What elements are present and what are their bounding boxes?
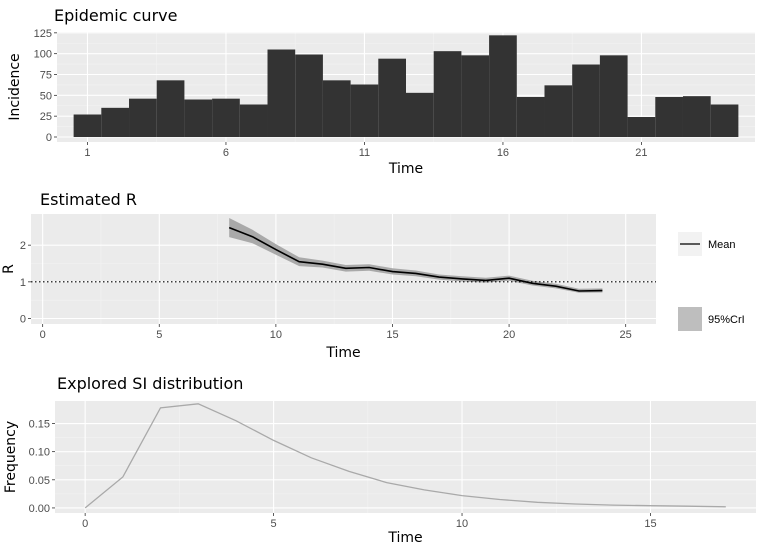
x-tick-label: 10 [456, 518, 468, 530]
incidence-bar [461, 55, 490, 138]
x-tick-label: 21 [635, 147, 647, 159]
incidence-bar [73, 114, 102, 137]
incidence-bar [184, 99, 213, 137]
x-tick-label: 16 [497, 147, 509, 159]
x-tick-label: 11 [359, 147, 370, 159]
estimated-r-x-label: Time [325, 345, 360, 361]
y-tick-label: 1 [20, 277, 26, 289]
x-tick-label: 6 [223, 147, 229, 159]
y-tick-label: 75 [40, 70, 52, 82]
incidence-bar [433, 51, 462, 137]
epidemic-curve-x-label: Time [388, 161, 423, 177]
incidence-bar [239, 104, 268, 137]
si-distribution-y-label: Frequency [3, 421, 19, 493]
incidence-bar [627, 117, 656, 137]
incidence-bar [267, 49, 296, 137]
incidence-bar [599, 55, 628, 138]
legend-key-cri [678, 307, 702, 331]
x-tick-label: 25 [620, 329, 632, 341]
incidence-bar [295, 54, 323, 137]
incidence-bar [322, 80, 351, 137]
y-tick-label: 0 [20, 314, 26, 326]
incidence-bar [101, 107, 130, 137]
incidence-bar [655, 97, 683, 137]
legend-label-mean: Mean [708, 239, 736, 251]
incidence-bar [572, 64, 600, 137]
y-tick-label: 0 [46, 132, 52, 144]
incidence-bar [516, 97, 545, 137]
estimated-r-y-label: R [1, 264, 17, 274]
y-tick-label: 0.05 [29, 475, 50, 487]
x-tick-label: 1 [84, 147, 90, 159]
y-tick-label: 25 [40, 111, 52, 123]
y-tick-label: 50 [40, 90, 52, 102]
incidence-bar [682, 96, 711, 137]
incidence-bar [406, 92, 434, 137]
y-tick-label: 2 [20, 240, 26, 252]
legend-label-cri: 95%CrI [708, 314, 745, 326]
incidence-bar [710, 104, 739, 137]
si-distribution-x-label: Time [387, 530, 422, 546]
x-tick-label: 0 [82, 518, 88, 530]
estimated-r-gridlines [31, 214, 656, 324]
si-distribution-ticks: 0 5 10 15 0.00 0.05 0.10 0.15 [29, 419, 657, 530]
y-tick-label: 0.15 [29, 419, 50, 431]
y-tick-label: 0.10 [29, 447, 50, 459]
epidemic-curve-title: Epidemic curve [54, 6, 177, 25]
x-tick-label: 0 [40, 329, 46, 341]
x-tick-label: 5 [156, 329, 162, 341]
si-distribution-panel [55, 401, 756, 513]
incidence-bar [489, 35, 517, 138]
x-tick-label: 15 [386, 329, 398, 341]
estimated-r-ticks: 0 5 10 15 20 25 0 1 2 [20, 240, 632, 341]
x-tick-label: 15 [644, 518, 656, 530]
epidemic-curve-y-label: Incidence [7, 53, 23, 120]
incidence-bar [544, 85, 573, 137]
y-tick-label: 100 [34, 49, 52, 61]
si-distribution-chart: 0 5 10 15 0.00 0.05 0.10 0.15 Explored SI distr… [3, 374, 756, 546]
estimated-r-mean-line [228, 226, 603, 292]
estimated-r-legend: Mean 95%CrI [678, 232, 745, 331]
incidence-bar [350, 84, 379, 137]
incidence-bar [212, 98, 240, 137]
x-tick-label: 5 [271, 518, 277, 530]
incidence-bar [129, 98, 157, 137]
si-distribution-gridlines [55, 401, 756, 513]
epidemic-curve-bars [73, 35, 739, 138]
x-tick-label: 10 [270, 329, 282, 341]
estimated-r-chart: 0 5 10 15 20 25 0 1 2 Estimated R Time R Mean 95… [1, 190, 745, 361]
si-distribution-title: Explored SI distribution [57, 374, 243, 393]
y-tick-label: 125 [34, 28, 52, 40]
incidence-bar [156, 80, 185, 137]
x-tick-label: 20 [503, 329, 515, 341]
estimated-r-title: Estimated R [40, 190, 137, 209]
y-tick-label: 0.00 [29, 503, 50, 515]
incidence-bar [378, 58, 406, 137]
si-distribution-line [84, 403, 726, 509]
